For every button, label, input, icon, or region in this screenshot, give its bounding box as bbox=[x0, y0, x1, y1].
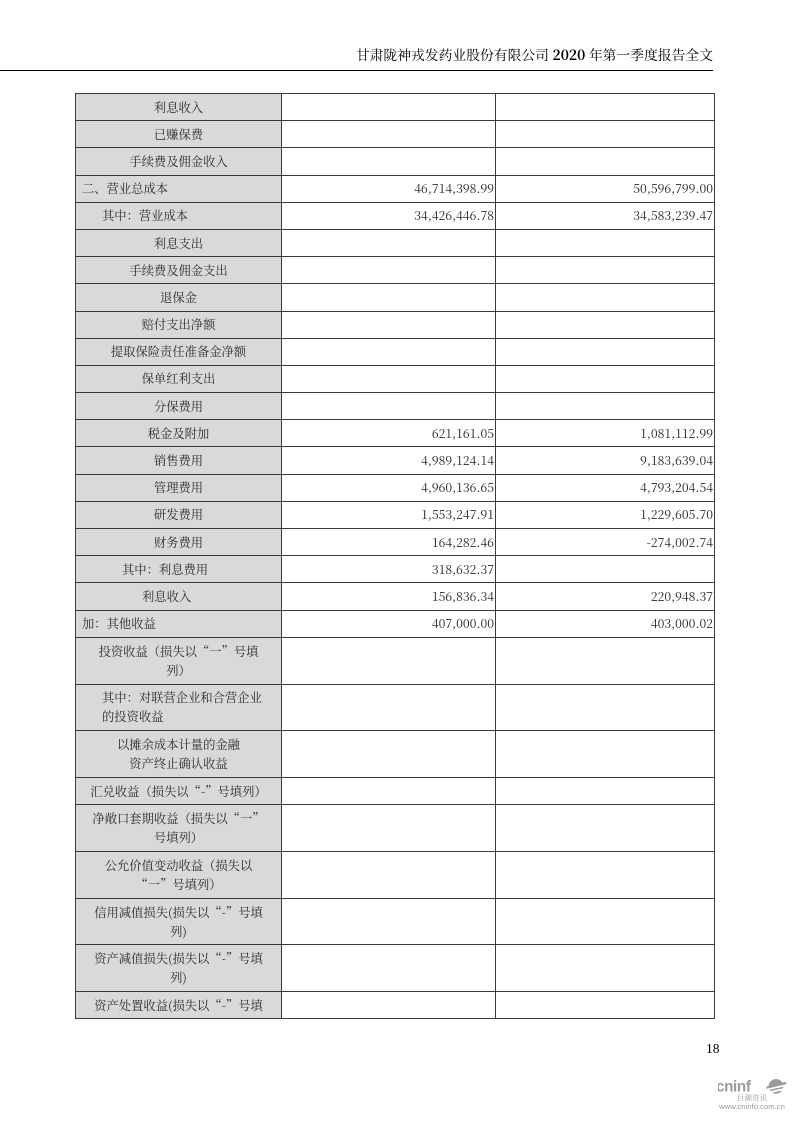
svg-text:www.cninfo.com.cn: www.cninfo.com.cn bbox=[718, 1102, 785, 1111]
